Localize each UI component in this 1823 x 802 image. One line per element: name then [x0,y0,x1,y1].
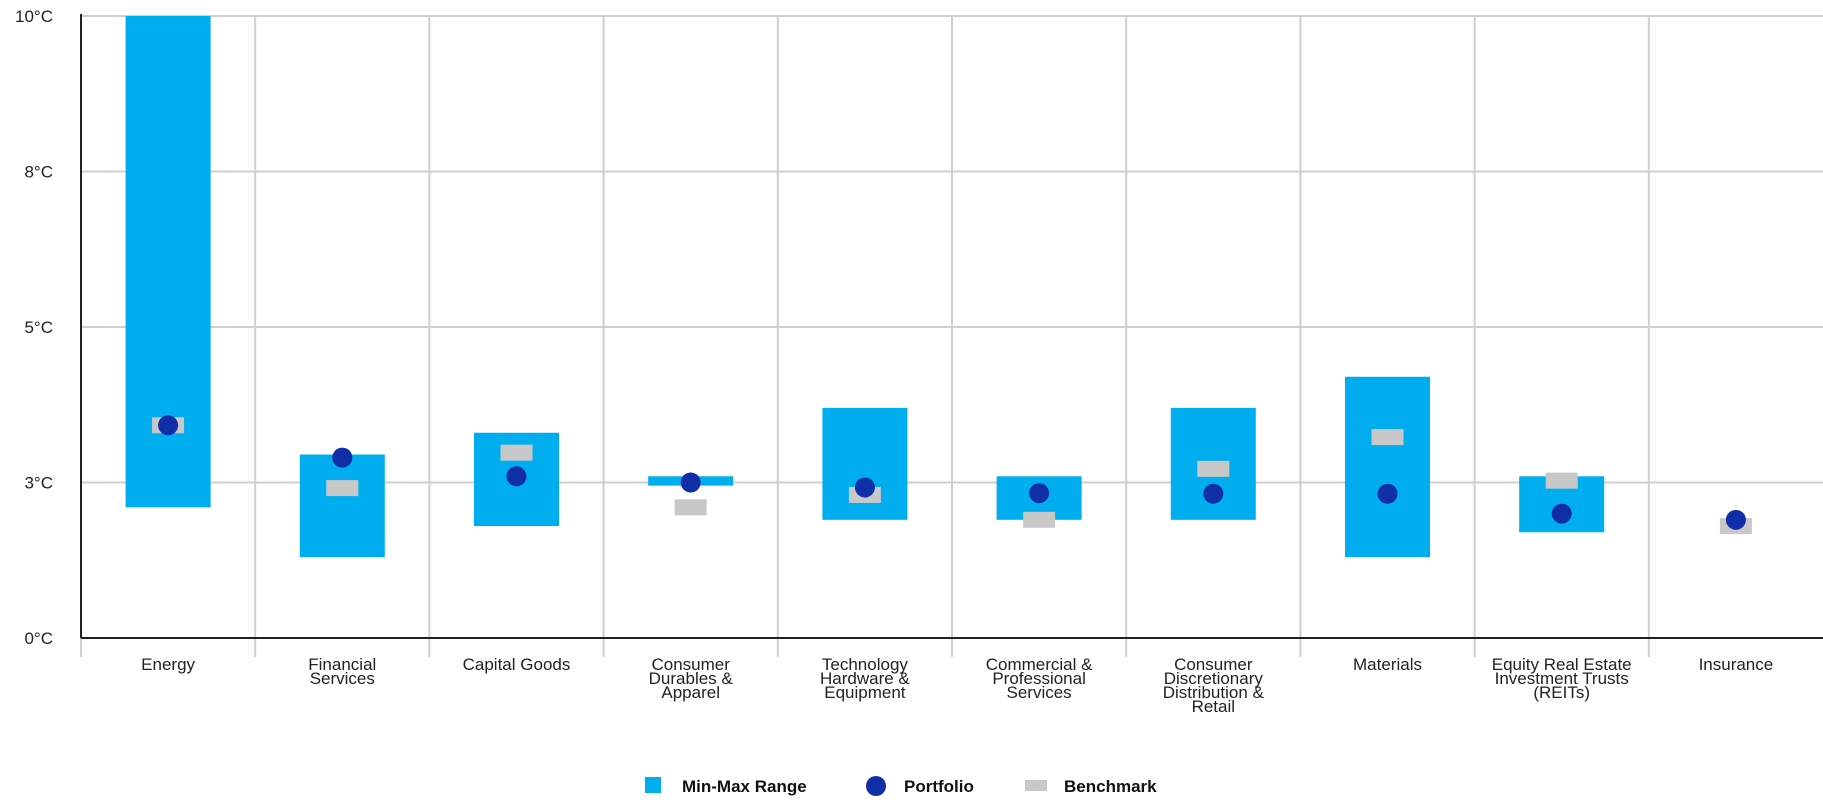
y-tick-label: 3°C [24,474,53,493]
legend-label: Benchmark [1064,777,1157,796]
benchmark-marker [500,444,533,461]
category-label-line: Consumer [651,655,730,674]
category-label-line: Services [1007,683,1072,702]
category-label: Financial Services [308,655,376,688]
category-label: Insurance [1699,655,1774,674]
category-label: Equity Real Estate Investment Trusts (REIT… [1492,655,1632,702]
legend-item: Portfolio [866,776,974,796]
portfolio-point [332,447,353,468]
category-label-line: Apparel [661,683,720,702]
y-tick-label: 8°C [24,163,53,182]
category-label: Technology Hardware & Equipment [820,655,910,702]
portfolio-points [158,415,1746,530]
legend-swatch-range [645,777,661,793]
category-label-line: Energy [141,655,195,674]
category-label-line: Durables & [649,669,734,688]
benchmark-marker [1023,511,1056,528]
benchmark-marker [1371,429,1404,446]
portfolio-point [1551,503,1572,524]
category-label-line: Investment Trusts [1495,669,1629,688]
portfolio-point [1029,483,1050,504]
category-label-line: Capital Goods [463,655,571,674]
legend-swatch-portfolio [866,776,886,796]
category-label-line: Hardware & [820,669,910,688]
category-label-line: Commercial & [986,655,1093,674]
portfolio-point [506,466,527,487]
category-label-line: Financial [308,655,376,674]
y-tick-label: 5°C [24,318,53,337]
range-bar [822,407,908,520]
category-label: Materials [1353,655,1422,674]
range-bar [1345,376,1430,558]
portfolio-point [680,472,701,493]
category-label: Commercial & Professional Services [986,655,1093,702]
category-label-line: Professional [992,669,1086,688]
category-label: Consumer Durables & Apparel [649,655,734,702]
category-label-line: Distribution & [1163,683,1265,702]
legend-label: Min-Max Range [682,777,807,796]
category-label-line: Equity Real Estate [1492,655,1632,674]
benchmark-marker [674,499,707,516]
range-bar [299,454,385,558]
category-label-line: Consumer [1174,655,1253,674]
category-label: Consumer Discretionary Distribution & Retai… [1163,655,1265,716]
category-label: Capital Goods [463,655,571,674]
y-tick-label: 10°C [15,7,53,26]
legend-label: Portfolio [904,777,974,796]
category-label-line: Insurance [1699,655,1774,674]
portfolio-point [1203,483,1224,504]
category-label-line: (REITs) [1533,683,1590,702]
portfolio-point [1377,483,1398,504]
legend: Min-Max Range Portfolio Benchmark [645,776,1157,796]
category-label-line: Materials [1353,655,1422,674]
category-label-line: Technology [822,655,909,674]
category-label: Energy [141,655,195,674]
legend-item: Min-Max Range [645,777,807,796]
axes [80,14,1823,657]
category-label-line: Equipment [824,683,906,702]
range-bars [125,16,1605,558]
grid-layer [81,15,1823,638]
portfolio-point [1725,509,1746,530]
category-label-line: Retail [1192,697,1235,716]
legend-swatch-benchmark [1025,780,1047,791]
benchmark-marker [1197,460,1230,477]
category-label-line: Services [310,669,375,688]
portfolio-point [854,477,875,498]
category-label-line: Discretionary [1164,669,1264,688]
benchmark-marker [326,480,359,497]
y-tick-label: 0°C [24,629,53,648]
legend-item: Benchmark [1025,777,1157,796]
benchmark-marker [1545,472,1578,489]
portfolio-point [158,415,179,436]
